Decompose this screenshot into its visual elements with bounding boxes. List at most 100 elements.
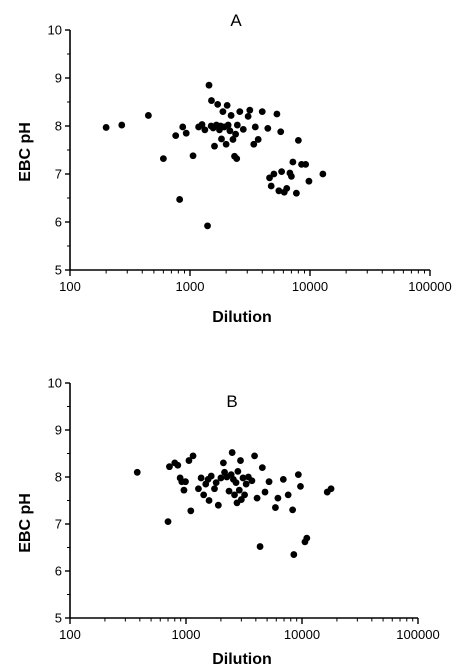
data-point bbox=[303, 534, 311, 542]
data-point bbox=[251, 452, 258, 460]
data-point bbox=[133, 468, 141, 476]
data-point bbox=[239, 125, 247, 133]
data-point bbox=[251, 123, 259, 131]
data-point bbox=[305, 177, 313, 185]
data-point bbox=[302, 161, 310, 168]
data-point bbox=[159, 155, 167, 163]
data-point bbox=[164, 518, 172, 526]
data-point bbox=[219, 108, 227, 115]
data-point bbox=[232, 130, 240, 138]
data-point bbox=[256, 543, 264, 550]
panel-title: B bbox=[226, 392, 237, 411]
data-point bbox=[292, 189, 300, 197]
y-tick-label: 9 bbox=[55, 71, 62, 86]
data-point bbox=[297, 483, 304, 490]
y-axis-title: EBC pH bbox=[17, 122, 34, 182]
data-point bbox=[319, 170, 327, 178]
x-tick-label: 1000 bbox=[176, 279, 205, 294]
data-point bbox=[270, 170, 278, 178]
data-point bbox=[279, 475, 287, 483]
y-tick-label: 9 bbox=[55, 423, 62, 438]
y-tick-label: 7 bbox=[55, 167, 62, 182]
data-point bbox=[265, 478, 273, 486]
scatter-panel-a: A EBC pH Dilution 5 6 7 8 9 10 100 1000 10000 100… bbox=[17, 11, 452, 326]
data-point bbox=[274, 494, 282, 502]
data-point bbox=[288, 173, 295, 180]
data-point bbox=[284, 491, 292, 499]
data-point bbox=[207, 472, 215, 480]
data-point bbox=[241, 491, 248, 499]
data-point bbox=[277, 128, 285, 136]
x-tick-label: 100000 bbox=[408, 279, 451, 294]
data-point bbox=[208, 97, 215, 104]
data-point bbox=[205, 497, 213, 504]
data-point bbox=[214, 501, 222, 509]
data-point bbox=[231, 491, 238, 499]
data-point bbox=[205, 81, 213, 89]
data-point bbox=[227, 112, 235, 119]
data-point bbox=[211, 485, 218, 493]
data-point bbox=[261, 488, 269, 496]
data-point bbox=[144, 112, 152, 119]
data-point bbox=[197, 474, 205, 482]
data-point bbox=[232, 479, 240, 487]
data-point bbox=[294, 137, 302, 144]
data-point bbox=[294, 471, 302, 479]
data-point bbox=[166, 463, 173, 471]
data-point bbox=[102, 124, 110, 131]
x-tick-label: 1000 bbox=[172, 627, 201, 642]
y-tick-label: 6 bbox=[55, 564, 62, 579]
data-point bbox=[272, 504, 279, 511]
data-point bbox=[204, 222, 211, 230]
data-point bbox=[264, 124, 272, 132]
data-point bbox=[222, 140, 230, 148]
data-point bbox=[278, 168, 286, 176]
data-point bbox=[176, 196, 184, 203]
data-point bbox=[174, 461, 182, 469]
data-point bbox=[180, 486, 188, 494]
y-tick-label: 10 bbox=[48, 23, 62, 38]
data-point bbox=[218, 135, 225, 143]
data-point bbox=[242, 480, 250, 488]
data-point bbox=[266, 174, 273, 182]
data-point bbox=[228, 449, 236, 456]
data-point bbox=[118, 121, 126, 129]
data-point bbox=[225, 487, 233, 495]
data-point bbox=[235, 486, 243, 494]
data-point bbox=[212, 479, 220, 487]
x-tick-label: 10000 bbox=[292, 279, 328, 294]
data-point bbox=[172, 132, 180, 140]
data-point bbox=[195, 485, 202, 493]
data-point bbox=[273, 110, 281, 118]
data-point bbox=[289, 506, 297, 514]
data-point bbox=[211, 142, 218, 150]
data-point bbox=[229, 136, 237, 143]
scatter-panel-b: B EBC pH Dilution 5 6 7 8 9 10 100 1000 10000 100… bbox=[17, 376, 440, 669]
data-point bbox=[217, 474, 225, 482]
x-tick-label: 100 bbox=[59, 627, 81, 642]
y-tick-label: 6 bbox=[55, 215, 62, 230]
data-point bbox=[226, 127, 234, 135]
y-tick-label: 7 bbox=[55, 517, 62, 532]
data-point bbox=[200, 491, 208, 499]
x-tick-label: 10000 bbox=[284, 627, 320, 642]
panel-title: A bbox=[230, 11, 242, 30]
data-point bbox=[185, 457, 193, 464]
data-point bbox=[239, 474, 247, 482]
data-point bbox=[283, 185, 291, 192]
data-point bbox=[214, 101, 222, 108]
data-point bbox=[244, 113, 252, 120]
data-point bbox=[234, 467, 242, 475]
data-point bbox=[182, 478, 189, 486]
x-axis-title: Dilution bbox=[212, 309, 272, 326]
data-point bbox=[219, 459, 227, 467]
x-axis-title: Dilution bbox=[212, 651, 272, 668]
data-point bbox=[223, 101, 231, 109]
data-point bbox=[289, 158, 297, 166]
data-point bbox=[201, 126, 209, 134]
y-axis-title: EBC pH bbox=[17, 493, 34, 553]
data-point bbox=[189, 152, 197, 160]
data-point bbox=[236, 108, 244, 115]
data-point bbox=[237, 457, 244, 464]
